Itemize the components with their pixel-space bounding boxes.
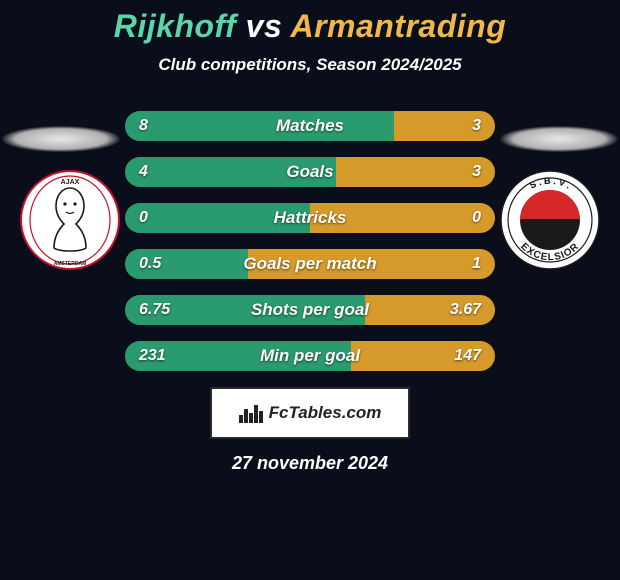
stat-row: Shots per goal6.75 3.67 [125,295,495,325]
stat-value-right: 3.67 [450,295,481,325]
stat-value-right: 147 [454,341,481,371]
excelsior-logo-icon: S . B . V . S . B . V . EXCELSIOR [500,170,600,270]
stat-label: Shots per goal [125,295,495,325]
page-title: Rijkhoff vs Armantrading [0,8,620,45]
ajax-logo-icon: AJAX AMSTERDAM [20,170,120,270]
attribution-text: FcTables.com [269,403,382,423]
svg-text:AJAX: AJAX [61,179,80,186]
player1-name: Rijkhoff [114,8,237,44]
stat-value-right: 3 [472,157,481,187]
stat-label: Goals per match [125,249,495,279]
stat-value-right: 0 [472,203,481,233]
stats-bars: Matches83Goals43Hattricks00Goals per mat… [125,111,495,371]
stat-value-left: 231 [139,341,166,371]
stat-value-left: 0 [139,203,148,233]
stat-value-left: 0.5 [139,249,161,279]
team-logo-right: S . B . V . S . B . V . EXCELSIOR [500,170,600,270]
stat-label: Min per goal [125,341,495,371]
stat-value-right: 3 [472,111,481,141]
vs-text: vs [246,8,283,44]
stat-row: Goals per match0.5 1 [125,249,495,279]
stat-value-left: 6.75 [139,295,170,325]
attribution-badge: FcTables.com [210,387,410,439]
stat-row: Min per goal231 147 [125,341,495,371]
stat-value-left: 8 [139,111,148,141]
shadow-right [500,126,618,152]
stat-label: Matches [125,111,495,141]
comparison-card: Rijkhoff vs Armantrading Club competitio… [0,0,620,474]
team-logo-left: AJAX AMSTERDAM [20,170,120,270]
stat-value-right: 1 [472,249,481,279]
shadow-left [2,126,120,152]
chart-icon [239,403,265,423]
stat-label: Hattricks [125,203,495,233]
stat-row: Matches8 3 [125,111,495,141]
stat-label: Goals [125,157,495,187]
stat-row: Goals4 3 [125,157,495,187]
date-text: 27 november 2024 [0,453,620,474]
subtitle: Club competitions, Season 2024/2025 [0,55,620,75]
stat-row: Hattricks0 0 [125,203,495,233]
player2-name: Armantrading [290,8,506,44]
svg-text:AMSTERDAM: AMSTERDAM [54,261,87,267]
stat-value-left: 4 [139,157,148,187]
